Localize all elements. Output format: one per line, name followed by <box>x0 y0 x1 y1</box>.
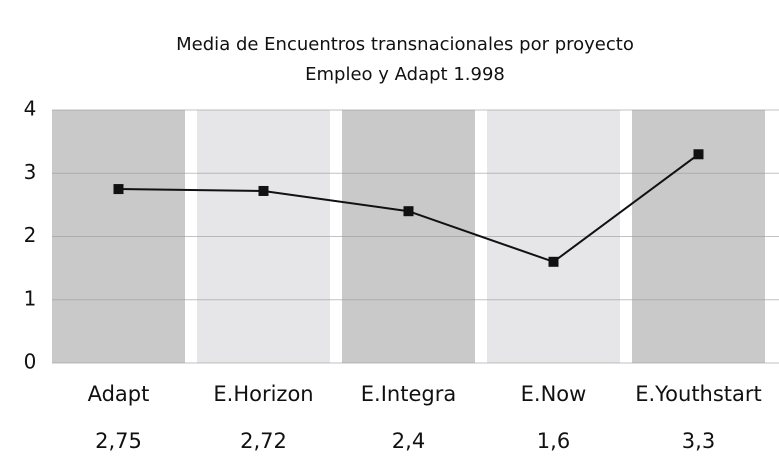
data-point <box>693 149 704 160</box>
y-tick-label: 2 <box>24 223 37 247</box>
data-point <box>258 185 269 196</box>
x-tick-label: E.Integra <box>361 382 456 406</box>
data-point <box>548 256 559 267</box>
y-tick-label: 4 <box>24 97 37 121</box>
y-tick-label: 1 <box>24 286 37 310</box>
x-tick-label: Adapt <box>88 382 150 406</box>
y-tick-label: 3 <box>24 160 37 184</box>
data-point <box>403 206 414 217</box>
data-point <box>113 184 124 195</box>
value-label: 1,6 <box>537 429 570 453</box>
y-tick-label: 0 <box>24 350 37 374</box>
chart-title: Media de Encuentros transnacionales por … <box>176 34 634 55</box>
x-tick-label: E.Youthstart <box>635 382 762 406</box>
value-label: 3,3 <box>682 429 715 453</box>
value-label: 2,72 <box>240 429 287 453</box>
value-label: 2,75 <box>95 429 142 453</box>
x-tick-label: E.Now <box>521 382 587 406</box>
value-label: 2,4 <box>392 429 425 453</box>
x-tick-label: E.Horizon <box>213 382 313 406</box>
chart-subtitle: Empleo y Adapt 1.998 <box>305 64 505 85</box>
